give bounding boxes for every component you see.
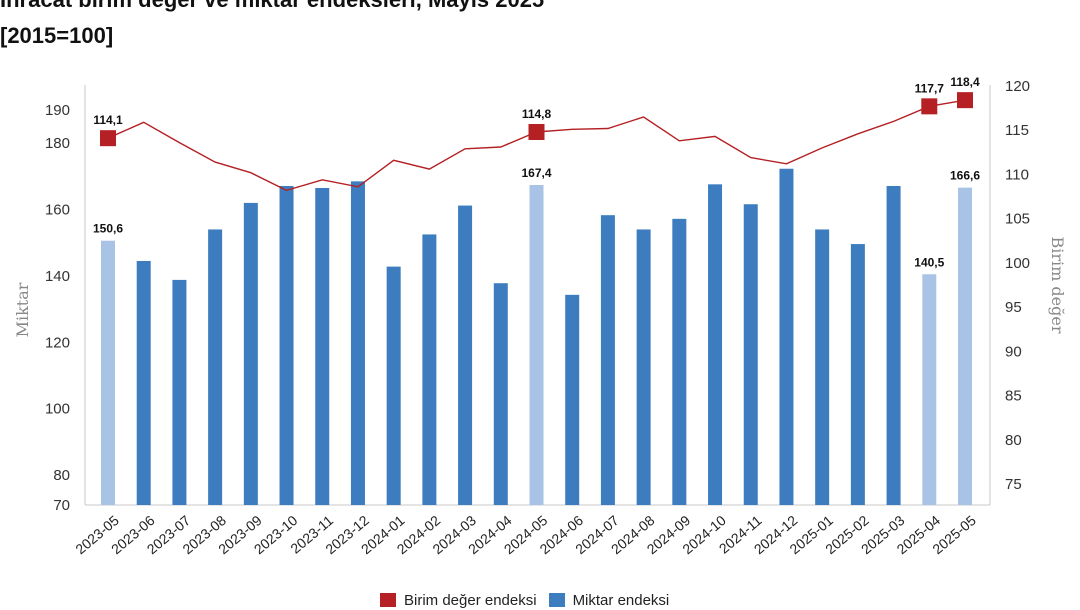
bar-label-2025-04: 140,5: [914, 255, 944, 269]
bar-label-2023-05: 150,6: [93, 222, 123, 236]
bar-2025-01: [815, 229, 830, 506]
y-tick-label-100: 100: [45, 401, 70, 418]
legend-label-line: Birim değer endeksi: [404, 591, 537, 609]
line-layer: [100, 92, 973, 192]
line-label-2024-05: 114,8: [522, 107, 552, 121]
y2-axis-title: Birim değer: [1048, 237, 1067, 334]
y2-tick-label-80: 80: [1005, 432, 1022, 449]
y2-tick-label-115: 115: [1005, 122, 1029, 139]
bar-2023-08: [208, 229, 223, 506]
y-tick-label-70: 70: [53, 497, 70, 514]
line-label-2025-05: 118,4: [950, 75, 980, 89]
bar-2024-08: [636, 229, 651, 506]
y-tick-label-120: 120: [45, 334, 70, 351]
line-label-2025-04: 117,7: [915, 81, 945, 95]
bar-2024-10: [708, 184, 723, 505]
y2-tick-label-75: 75: [1005, 476, 1022, 493]
y2-tick-label-110: 110: [1005, 166, 1029, 183]
bar-2024-06: [565, 294, 580, 505]
bar-label-2024-05: 167,4: [521, 166, 551, 180]
y2-tick-label-95: 95: [1005, 299, 1022, 316]
bar-2023-11: [315, 187, 330, 505]
y2-tick-label-120: 120: [1005, 78, 1030, 95]
chart-subtitle: [2015=100]: [0, 23, 114, 48]
legend-label-bar: Miktar endeksi: [572, 591, 670, 609]
bar-2024-09: [672, 218, 687, 505]
y-tick-label-140: 140: [45, 268, 70, 285]
bar-2024-12: [779, 168, 794, 505]
bar-2023-05: [101, 240, 115, 505]
unit-value-marker-2025-05: [957, 92, 973, 109]
bar-2024-03: [458, 205, 473, 505]
unit-value-marker-2024-05: [528, 123, 545, 140]
y-tick-label-160: 160: [45, 202, 70, 219]
bar-2025-04: [922, 274, 937, 505]
legend-swatch-bar: [548, 593, 565, 607]
bar-2025-05: [958, 187, 972, 506]
y-tick-label-180: 180: [45, 135, 70, 152]
legend-swatch-line: [380, 593, 396, 607]
bar-2023-09: [243, 202, 258, 505]
labels: 150,6 167,4 140,5 166,6 114,1 114,8 117,7 118,4: [93, 75, 980, 269]
bar-2024-07: [600, 215, 615, 505]
bar-2023-06: [136, 260, 151, 505]
legend: Birim değer endeksi Miktar endeksi: [380, 590, 669, 610]
bars: [101, 168, 972, 506]
y2-tick-label-105: 105: [1005, 211, 1030, 228]
bar-2025-03: [886, 185, 901, 505]
unit-value-marker-2023-05: [100, 130, 116, 147]
y-tick-label-190: 190: [45, 102, 70, 119]
bar-label-2025-05: 166,6: [950, 169, 980, 183]
bar-2023-10: [279, 185, 294, 505]
y2-tick-label-100: 100: [1005, 255, 1030, 272]
line-label-2023-05: 114,1: [93, 113, 123, 127]
bar-2024-04: [493, 283, 508, 505]
y2-tick-label-85: 85: [1005, 388, 1022, 405]
bar-2024-01: [386, 266, 401, 505]
bar-2024-02: [422, 234, 437, 505]
bar-2025-02: [850, 244, 865, 505]
y-tick-label-80: 80: [53, 467, 70, 484]
bar-2023-07: [172, 279, 187, 505]
unit-value-marker-2025-04: [921, 98, 938, 115]
chart-title: İhracat birim değer ve miktar endeksleri…: [0, 0, 1080, 12]
y-axis-title: Miktar: [13, 282, 32, 337]
bar-2024-05: [529, 184, 544, 505]
bar-2023-12: [350, 181, 365, 505]
y2-tick-label-90: 90: [1005, 343, 1022, 360]
bar-2024-11: [743, 204, 758, 505]
